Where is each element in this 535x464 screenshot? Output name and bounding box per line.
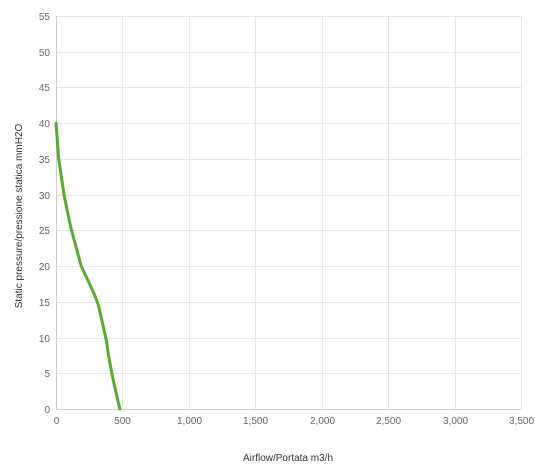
y-axis-title: Static pressure/pressione statica mmH2O — [14, 124, 25, 309]
y-tick-label-20: 20 — [39, 262, 51, 273]
x-tick-label-500: 500 — [114, 416, 131, 427]
grid — [56, 16, 522, 409]
x-tick-label-1000: 1,000 — [177, 416, 202, 427]
y-tick-label-25: 25 — [39, 226, 51, 237]
y-tick-label-5: 5 — [44, 369, 50, 380]
x-tick-label-1500: 1,500 — [243, 416, 268, 427]
y-tick-label-30: 30 — [39, 191, 51, 202]
y-tick-label-40: 40 — [39, 119, 51, 130]
y-tick-label-0: 0 — [44, 405, 50, 416]
y-tick-label-15: 15 — [39, 298, 51, 309]
x-tick-label-2500: 2,500 — [376, 416, 401, 427]
y-tick-label-10: 10 — [39, 334, 51, 345]
y-tick-label-55: 55 — [39, 12, 51, 23]
series-line-0 — [54, 121, 122, 411]
x-tick-label-3000: 3,000 — [443, 416, 468, 427]
x-tick-label-3500: 3,500 — [509, 416, 534, 427]
axes — [56, 16, 521, 410]
y-tick-label-45: 45 — [39, 83, 51, 94]
x-tick-label-2000: 2,000 — [310, 416, 335, 427]
tick-labels: 0 5 10 15 20 25 30 35 40 45 50 55 0 500 1,000 1,500 2,00… — [39, 12, 535, 427]
y-tick-label-50: 50 — [39, 48, 51, 59]
x-tick-label-0: 0 — [54, 416, 60, 427]
y-tick-label-35: 35 — [39, 155, 51, 166]
series-layer — [54, 121, 122, 411]
x-axis-title: Airflow/Portata m3/h — [243, 453, 333, 464]
